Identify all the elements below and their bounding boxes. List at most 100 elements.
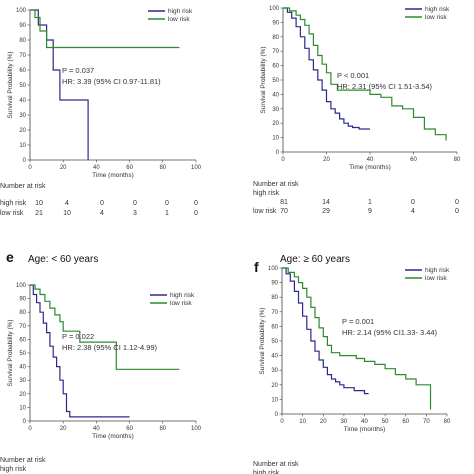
risk-table-heading: Number at risk bbox=[0, 457, 46, 464]
risk-count: 0 bbox=[411, 199, 415, 206]
y-tick-label: 40 bbox=[272, 92, 279, 98]
risk-count: 81 bbox=[280, 199, 288, 206]
survival-curve-high-risk bbox=[282, 267, 369, 395]
y-tick-label: 40 bbox=[271, 354, 278, 360]
x-tick-label: 0 bbox=[280, 419, 284, 425]
y-tick-label: 60 bbox=[19, 68, 26, 74]
x-tick-label: 0 bbox=[28, 426, 32, 432]
risk-count: 1 bbox=[165, 210, 169, 217]
x-tick-label: 60 bbox=[402, 419, 409, 425]
risk-count: 0 bbox=[165, 200, 169, 207]
x-axis-label: Time (months) bbox=[349, 164, 391, 171]
survival-curve-low-risk bbox=[30, 9, 180, 49]
risk-count: 4 bbox=[411, 208, 415, 215]
y-tick-label: 50 bbox=[271, 339, 278, 345]
x-axis-label: Time (months) bbox=[344, 426, 386, 433]
km-panel-4: f Age: ≥ 60 years 0 10 20 30 40 50 60 70 80 90 100 0 1… bbox=[253, 254, 451, 474]
y-tick-label: 0 bbox=[275, 412, 279, 418]
risk-count: 70 bbox=[280, 208, 288, 215]
legend-label: low risk bbox=[170, 300, 192, 307]
risk-count: 21 bbox=[35, 210, 43, 217]
risk-count: 14 bbox=[322, 199, 330, 206]
panel-title: Age: ≥ 60 years bbox=[280, 254, 350, 265]
risk-count: 29 bbox=[322, 208, 330, 215]
legend-label: low risk bbox=[425, 14, 447, 21]
risk-table-heading: Number at risk bbox=[0, 183, 46, 190]
y-tick-label: 60 bbox=[272, 64, 279, 70]
y-tick-label: 80 bbox=[272, 35, 279, 41]
x-tick-label: 100 bbox=[191, 426, 202, 432]
x-tick-label: 60 bbox=[126, 165, 133, 171]
risk-count: 10 bbox=[63, 210, 71, 217]
p-value-label: P < 0.001 bbox=[337, 71, 369, 80]
panel-letter: e bbox=[6, 249, 14, 265]
survival-curve-high-risk bbox=[30, 284, 130, 418]
y-tick-label: 10 bbox=[272, 136, 279, 142]
hazard-ratio-label: HR: 2.38 (95% CI 1.12-4.99) bbox=[62, 343, 158, 352]
y-tick-label: 70 bbox=[19, 53, 26, 59]
risk-count: 3 bbox=[133, 210, 137, 217]
y-tick-label: 70 bbox=[272, 49, 279, 55]
risk-count: 0 bbox=[455, 199, 459, 206]
y-tick-label: 20 bbox=[272, 121, 279, 127]
risk-row-label: high risk bbox=[0, 466, 27, 473]
p-value-label: P = 0.022 bbox=[62, 332, 94, 341]
y-tick-label: 60 bbox=[19, 337, 26, 343]
x-tick-label: 70 bbox=[423, 419, 430, 425]
panel-title: Age: < 60 years bbox=[28, 254, 98, 265]
y-tick-label: 90 bbox=[272, 20, 279, 26]
y-tick-label: 20 bbox=[271, 383, 278, 389]
x-tick-label: 20 bbox=[323, 157, 330, 163]
risk-row-label: high risk bbox=[253, 470, 280, 474]
legend-label: low risk bbox=[425, 275, 447, 282]
hazard-ratio-label: HR: 2.14 (95% CI1.33- 3.44) bbox=[342, 328, 438, 337]
y-tick-label: 100 bbox=[16, 8, 27, 14]
x-tick-label: 20 bbox=[60, 165, 67, 171]
risk-row-label: high risk bbox=[253, 190, 280, 197]
y-tick-label: 30 bbox=[19, 378, 26, 384]
y-tick-label: 90 bbox=[271, 281, 278, 287]
legend-label: high risk bbox=[425, 6, 450, 13]
legend-label: high risk bbox=[168, 8, 193, 15]
y-tick-label: 90 bbox=[19, 23, 26, 29]
risk-count: 4 bbox=[100, 210, 104, 217]
y-tick-label: 80 bbox=[19, 38, 26, 44]
y-tick-label: 50 bbox=[19, 351, 26, 357]
y-tick-label: 10 bbox=[271, 397, 278, 403]
survival-curve-high-risk bbox=[30, 9, 89, 160]
legend-label: high risk bbox=[170, 292, 195, 299]
y-tick-label: 10 bbox=[19, 405, 26, 411]
y-axis-label: Survival Probability (%) bbox=[7, 51, 14, 118]
p-value-label: P = 0.001 bbox=[342, 317, 374, 326]
hazard-ratio-label: HR: 3.39 (95% CI 0.97-11.81) bbox=[62, 77, 161, 86]
y-tick-label: 30 bbox=[271, 368, 278, 374]
risk-count: 0 bbox=[133, 200, 137, 207]
y-tick-label: 20 bbox=[19, 128, 26, 134]
x-tick-label: 40 bbox=[93, 426, 100, 432]
x-axis-label: Time (months) bbox=[92, 172, 134, 179]
y-tick-label: 60 bbox=[271, 324, 278, 330]
legend-label: high risk bbox=[425, 267, 450, 274]
legend-label: low risk bbox=[168, 16, 190, 23]
y-axis-label: Survival Probability (%) bbox=[7, 319, 14, 386]
x-tick-label: 80 bbox=[454, 157, 461, 163]
risk-row-label: low risk bbox=[253, 208, 277, 215]
x-axis-label: Time (months) bbox=[92, 433, 134, 440]
x-tick-label: 80 bbox=[444, 419, 451, 425]
y-tick-label: 30 bbox=[19, 113, 26, 119]
p-value-label: P = 0.037 bbox=[62, 66, 94, 75]
x-tick-label: 20 bbox=[320, 419, 327, 425]
y-tick-label: 100 bbox=[16, 283, 27, 289]
y-axis-label: Survival Probability (%) bbox=[260, 46, 267, 113]
risk-count: 9 bbox=[368, 208, 372, 215]
x-tick-label: 40 bbox=[367, 157, 374, 163]
y-tick-label: 20 bbox=[19, 392, 26, 398]
survival-curve-low-risk bbox=[283, 7, 447, 141]
risk-count: 4 bbox=[65, 200, 69, 207]
y-tick-label: 100 bbox=[269, 6, 280, 12]
risk-row-label: low risk bbox=[0, 210, 24, 217]
y-tick-label: 10 bbox=[19, 143, 26, 149]
risk-table-heading: Number at risk bbox=[253, 181, 299, 188]
